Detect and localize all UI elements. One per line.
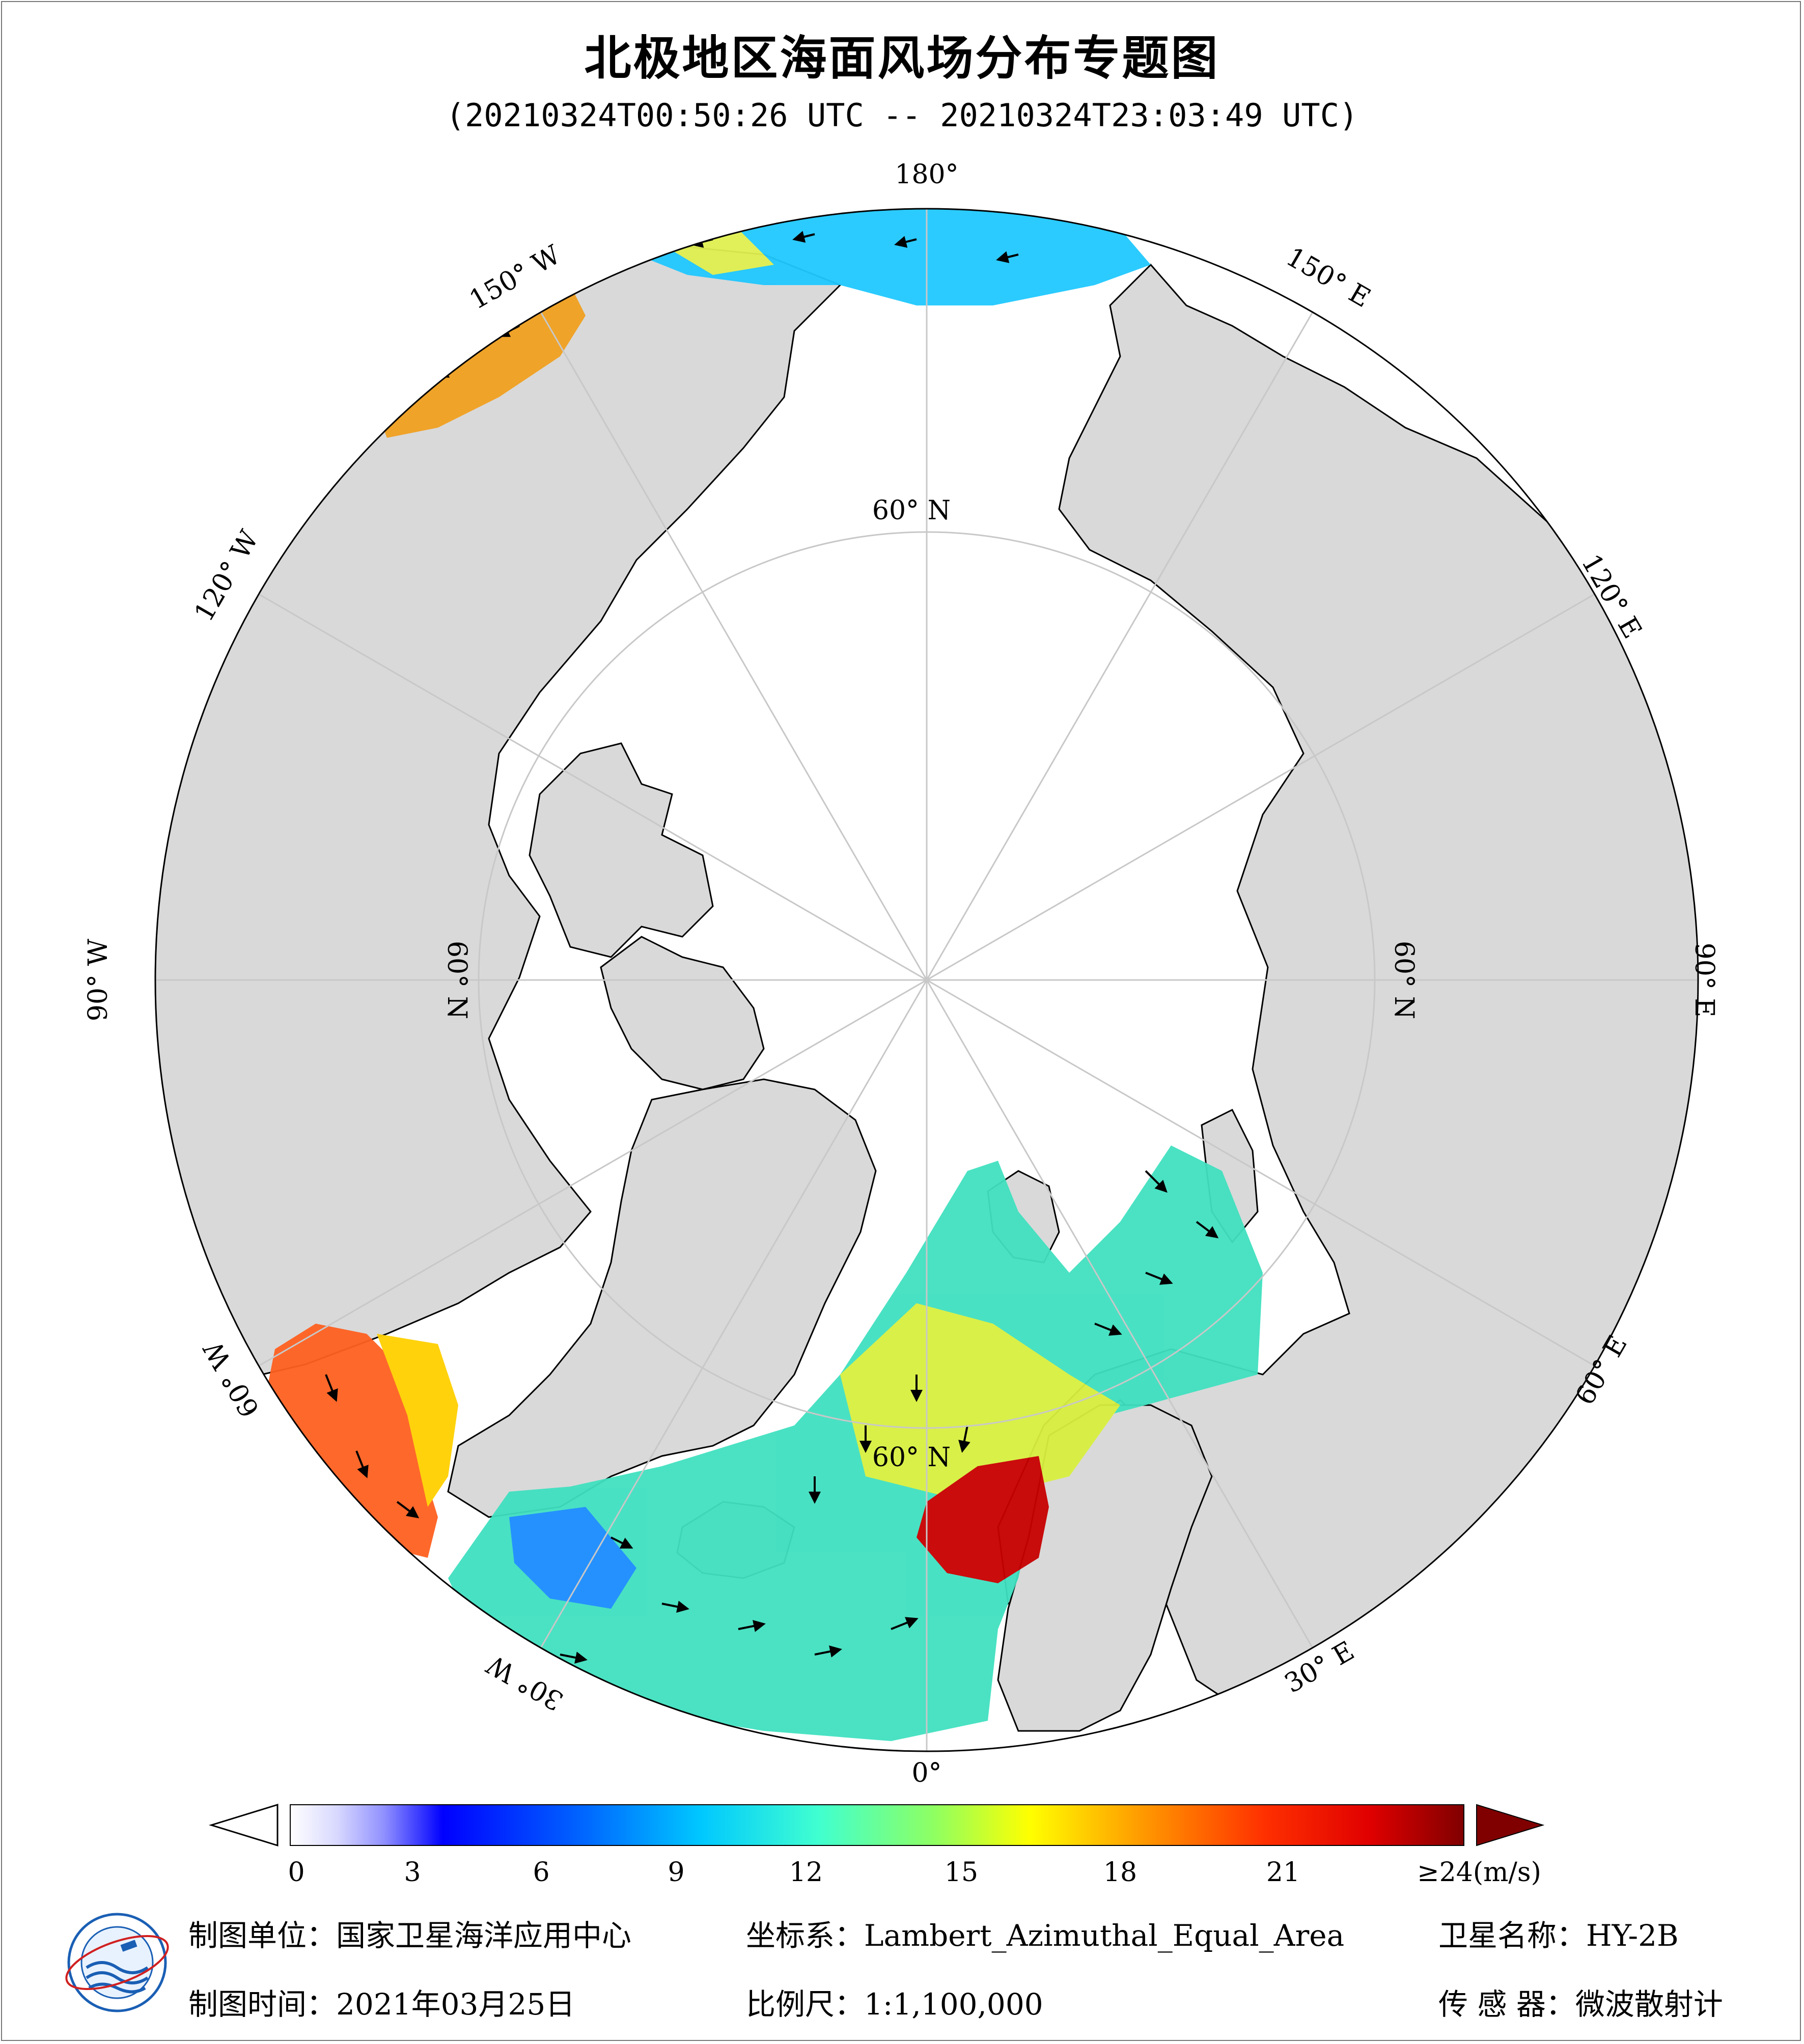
colorbar-tick-3: 3 — [404, 1857, 421, 1888]
sensor-label: 传 感 器： — [1438, 1987, 1575, 2022]
producer-field: 制图单位：国家卫星海洋应用中心 — [188, 1912, 631, 1954]
lat-label-right: 60° N — [1389, 941, 1419, 1019]
date-field: 制图时间：2021年03月25日 — [188, 1980, 575, 2023]
land-ellesmere — [600, 936, 765, 1090]
wind-core-yellow — [840, 1303, 1120, 1502]
lon-label-90e: 90° E — [1689, 943, 1719, 1018]
producer-label: 制图单位： — [188, 1918, 337, 1953]
satellite-value: HY-2B — [1586, 1918, 1679, 1953]
colorbar-tick-18: 18 — [1103, 1857, 1137, 1888]
satellite-label: 卫星名称： — [1438, 1918, 1587, 1953]
meridian-60w-120e — [258, 593, 1595, 1367]
map-disk — [155, 209, 1698, 1751]
wind-swath-north-atlantic — [448, 1145, 1263, 1741]
date-value: 2021年03月25日 — [336, 1987, 575, 2022]
satellite-field: 卫星名称：HY-2B — [1438, 1912, 1679, 1954]
colorbar-max-extend — [1476, 1804, 1545, 1846]
colorbar-tick-12: 12 — [789, 1857, 823, 1888]
sensor-value: 微波散射计 — [1575, 1987, 1723, 2022]
wind-swath-alaska — [372, 285, 586, 438]
wind-swath-labrador — [265, 1324, 438, 1558]
colorbar-tick-6: 6 — [533, 1857, 549, 1888]
colorbar-tick-9: 9 — [668, 1857, 684, 1888]
graticule — [155, 209, 1698, 1751]
wind-swath-pacific — [636, 209, 1151, 305]
lat-label-bottom: 60° N — [872, 1442, 951, 1473]
crs-value: Lambert_Azimuthal_Equal_Area — [864, 1918, 1345, 1953]
scale-value: 1:1,100,000 — [864, 1987, 1043, 2022]
lon-label-90w: 90° W — [83, 938, 114, 1021]
colorbar-max-label: ≥24(m/s) — [1417, 1857, 1541, 1888]
map-boundary — [154, 208, 1699, 1752]
colorbar-tick-15: 15 — [945, 1857, 978, 1888]
lon-label-30w: 30° W — [482, 1648, 569, 1716]
wind-core-red — [917, 1456, 1049, 1583]
lat-label-top: 60° N — [872, 495, 951, 526]
colorbar-gradient — [290, 1804, 1464, 1846]
map-title: 北极地区海面风场分布专题图 — [584, 31, 1220, 86]
nsoas-logo — [65, 1913, 169, 2012]
time-range-subtitle: (20210324T00:50:26 UTC -- 20210324T23:03… — [446, 97, 1358, 134]
colorbar-tick-21: 21 — [1266, 1857, 1300, 1888]
crs-field: 坐标系：Lambert_Azimuthal_Equal_Area — [746, 1912, 1344, 1954]
date-label: 制图时间： — [188, 1987, 337, 2022]
latitude-labels: 60° N 60° N 60° N 60° N — [441, 495, 1419, 1473]
colorbar-min-extend — [208, 1803, 279, 1847]
land-arctic-islands — [529, 742, 714, 958]
producer-value: 国家卫星海洋应用中心 — [336, 1918, 632, 1953]
scale-label: 比例尺： — [746, 1987, 865, 2022]
crs-label: 坐标系： — [746, 1918, 865, 1953]
wind-swaths — [265, 209, 1263, 1741]
sensor-field: 传 感 器：微波散射计 — [1438, 1980, 1723, 2023]
lon-label-0: 0° — [911, 1758, 941, 1788]
wind-core-blue — [509, 1507, 636, 1609]
lat-label-left: 60° N — [441, 941, 472, 1019]
colorbar-tick-0: 0 — [288, 1857, 304, 1888]
lon-label-180: 180° — [895, 159, 958, 190]
colorbar: 0 3 6 9 12 15 18 21 ≥24(m/s) — [208, 1803, 1545, 1888]
lon-label-150w: 150° W — [464, 239, 566, 316]
scale-field: 比例尺：1:1,100,000 — [746, 1980, 1043, 2023]
wind-swath-labrador-edge — [377, 1334, 458, 1507]
colorbar-ticks: 0 3 6 9 12 15 18 21 ≥24(m/s) — [288, 1857, 1541, 1888]
